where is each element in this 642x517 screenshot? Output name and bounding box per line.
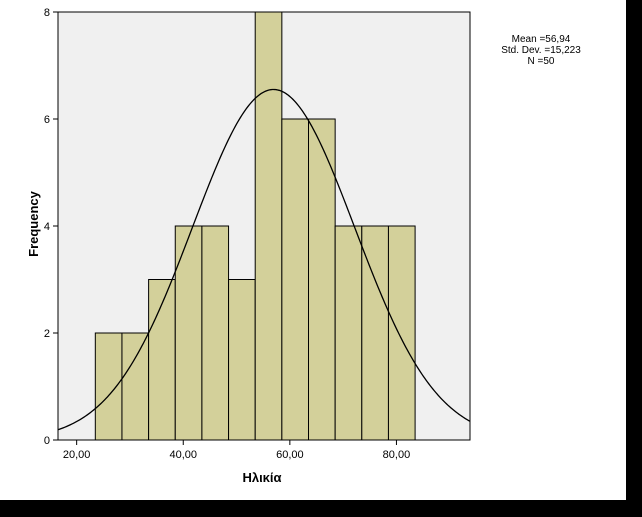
histogram-bar-6 [228, 279, 256, 441]
y-tick-label: 6 [44, 114, 50, 126]
histogram-bar-4 [174, 225, 203, 441]
histogram-bar-3 [148, 279, 176, 441]
y-tick-label: 0 [44, 435, 50, 447]
histogram-bar-9 [308, 118, 336, 441]
y-axis-title: Frequency [26, 190, 41, 257]
histogram-bar-8 [281, 118, 310, 441]
histogram-bar-7 [254, 11, 283, 441]
y-tick-label: 4 [44, 221, 50, 233]
histogram-bar-2 [121, 332, 150, 441]
x-tick-label: 60,00 [276, 449, 304, 461]
y-tick-label: 8 [44, 7, 50, 19]
x-tick-label: 80,00 [383, 449, 411, 461]
stat-mean: Mean =56,94 [512, 34, 571, 45]
stat-n: N =50 [528, 56, 555, 67]
x-axis-title: Ηλικία [242, 470, 281, 485]
histogram-bar-5 [201, 225, 230, 441]
histogram-chart: 0 2 4 6 8 20,00 40,00 60,00 80,00 Frequency Ηλι… [26, 7, 581, 485]
histogram-bar-12 [387, 225, 416, 441]
y-tick-label: 2 [44, 328, 50, 340]
histogram-bar-11 [361, 225, 389, 441]
x-tick-label: 20,00 [63, 449, 91, 461]
histogram-bar-1 [94, 332, 123, 441]
stats-box: Mean =56,94 Std. Dev. =15,223 N =50 [501, 34, 581, 67]
histogram-bar-10 [334, 225, 363, 441]
stat-std-dev: Std. Dev. =15,223 [501, 45, 581, 56]
x-tick-label: 40,00 [169, 449, 197, 461]
chart-canvas: 0 2 4 6 8 20,00 40,00 60,00 80,00 Frequency Ηλι… [0, 0, 626, 500]
normal-curve [57, 88, 471, 431]
